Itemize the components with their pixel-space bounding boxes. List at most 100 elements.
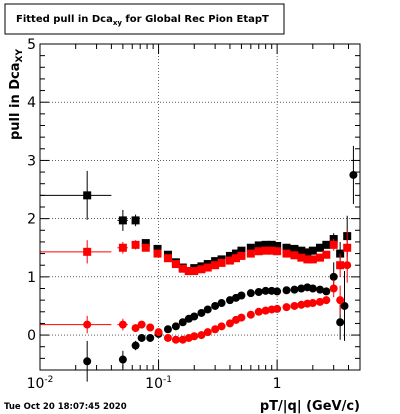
chart-title: Fitted pull in Dcaxy for Global Rec Pion…: [16, 14, 269, 27]
y-axis-title: pull in DcaXY: [8, 49, 25, 140]
data-point: [340, 301, 349, 310]
y-tick-label: 4: [27, 95, 36, 111]
data-point: [154, 328, 163, 337]
data-point: [163, 254, 172, 263]
data-point: [118, 355, 127, 364]
data-point: [237, 291, 246, 300]
data-point: [329, 272, 338, 281]
data-marks: [40, 145, 358, 382]
data-point: [273, 247, 282, 256]
data-point: [261, 246, 270, 255]
data-point: [308, 299, 317, 308]
data-point: [137, 333, 146, 342]
data-point: [261, 306, 270, 315]
data-point: [343, 261, 352, 270]
data-point: [273, 304, 282, 313]
data-point: [225, 296, 234, 305]
y-tick-label: 1: [27, 270, 36, 286]
data-point: [83, 247, 92, 256]
data-point: [322, 250, 331, 259]
data-point: [282, 303, 291, 312]
data-point: [237, 313, 246, 322]
data-point: [178, 335, 187, 344]
data-point: [297, 284, 306, 293]
title-box: [4, 3, 285, 35]
data-point: [211, 257, 220, 266]
y-tick-label: 2: [27, 212, 36, 228]
data-point: [290, 301, 299, 310]
data-point: [246, 243, 255, 252]
data-point: [203, 305, 212, 314]
data-point: [254, 241, 263, 250]
data-point: [273, 242, 282, 251]
data-point: [146, 323, 155, 332]
data-point: [290, 244, 299, 253]
data-point: [336, 249, 345, 258]
data-point: [261, 286, 270, 295]
x-axis-title: pT/|q| (GeV/c): [260, 399, 360, 414]
data-point: [336, 296, 345, 305]
data-point: [254, 287, 263, 296]
data-point: [118, 320, 127, 329]
data-point: [171, 322, 180, 331]
data-point: [83, 357, 92, 366]
data-point: [163, 325, 172, 334]
data-point: [316, 297, 325, 306]
data-point: [131, 240, 140, 249]
data-point: [118, 216, 127, 225]
data-point: [131, 216, 140, 225]
data-point: [190, 332, 199, 341]
data-point: [232, 254, 241, 263]
data-point: [225, 319, 234, 328]
data-point: [83, 320, 92, 329]
y-tick-labels: 0 1 2 3 4 5: [27, 37, 36, 344]
data-point: [329, 284, 338, 293]
data-point: [322, 287, 331, 296]
data-point: [290, 251, 299, 260]
data-point: [290, 285, 299, 294]
data-point: [237, 251, 246, 260]
data-point: [282, 249, 291, 258]
data-point: [141, 243, 150, 252]
data-point: [137, 320, 146, 329]
y-tick-label: 3: [27, 153, 36, 169]
data-point: [225, 251, 234, 260]
series-1: [40, 230, 352, 277]
data-point: [184, 267, 193, 276]
data-point: [316, 243, 325, 252]
data-point: [273, 287, 282, 296]
data-point: [217, 299, 226, 308]
data-point: [297, 253, 306, 262]
data-point: [83, 191, 92, 200]
data-point: [171, 335, 180, 344]
data-point: [282, 286, 291, 295]
data-point: [197, 308, 206, 317]
x-tick-label: 1: [273, 376, 282, 392]
series-3: [40, 247, 352, 344]
y-tick-label: 0: [27, 328, 36, 344]
data-point: [303, 248, 312, 257]
x-tick-labels: 10-2 10-1 1: [27, 375, 282, 392]
data-point: [203, 328, 212, 337]
data-point: [267, 246, 276, 255]
data-point: [297, 300, 306, 309]
data-point: [322, 240, 331, 249]
data-point: [349, 170, 358, 179]
data-point: [190, 267, 199, 276]
data-point: [171, 260, 180, 269]
data-point: [261, 240, 270, 249]
data-point: [282, 243, 291, 252]
data-point: [197, 265, 206, 274]
data-point: [217, 322, 226, 331]
timestamp: Tue Oct 20 18:07:45 2020: [4, 402, 127, 412]
x-tick-label: 10-2: [27, 375, 54, 392]
data-point: [211, 325, 220, 334]
data-point: [336, 261, 345, 270]
data-point: [316, 285, 325, 294]
data-point: [254, 307, 263, 316]
data-point: [246, 310, 255, 319]
plot-frame: [39, 43, 361, 371]
data-point: [303, 255, 312, 264]
data-point: [217, 258, 226, 267]
